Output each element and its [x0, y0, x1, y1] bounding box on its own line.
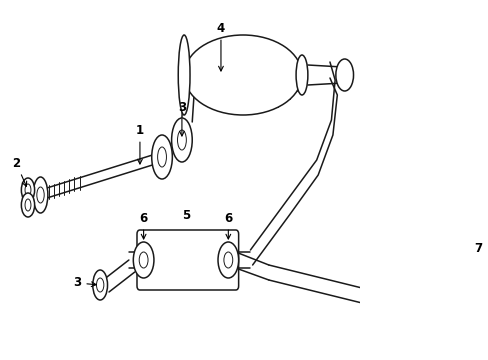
Text: 8: 8 — [0, 359, 1, 360]
FancyBboxPatch shape — [137, 230, 238, 290]
Ellipse shape — [370, 344, 377, 356]
Text: 1: 1 — [136, 123, 143, 164]
Ellipse shape — [25, 184, 31, 196]
Ellipse shape — [335, 59, 353, 91]
Ellipse shape — [177, 130, 186, 150]
Ellipse shape — [394, 327, 403, 343]
Ellipse shape — [390, 284, 411, 320]
Text: 5: 5 — [182, 208, 190, 221]
Ellipse shape — [21, 193, 35, 217]
Ellipse shape — [404, 256, 488, 360]
Text: 2: 2 — [0, 359, 1, 360]
Ellipse shape — [96, 278, 103, 292]
Text: 7: 7 — [474, 242, 482, 255]
Text: 4: 4 — [216, 22, 224, 71]
Ellipse shape — [184, 35, 302, 115]
Text: 6: 6 — [139, 212, 147, 239]
Ellipse shape — [178, 35, 190, 115]
Ellipse shape — [396, 294, 405, 310]
Ellipse shape — [388, 317, 408, 353]
Ellipse shape — [151, 135, 172, 179]
Ellipse shape — [157, 147, 166, 167]
Ellipse shape — [93, 270, 107, 300]
Ellipse shape — [139, 252, 148, 268]
Ellipse shape — [133, 242, 154, 278]
Ellipse shape — [218, 242, 238, 278]
Text: 6: 6 — [224, 212, 232, 239]
Text: 8: 8 — [0, 359, 1, 360]
Text: 3: 3 — [73, 276, 96, 289]
Text: 2: 2 — [12, 157, 27, 186]
Ellipse shape — [37, 187, 44, 203]
Ellipse shape — [25, 199, 31, 211]
Ellipse shape — [171, 118, 192, 162]
Ellipse shape — [295, 55, 307, 95]
Ellipse shape — [366, 336, 381, 360]
Ellipse shape — [33, 177, 48, 213]
Text: 3: 3 — [178, 100, 185, 136]
Ellipse shape — [224, 252, 232, 268]
Text: 8: 8 — [0, 359, 1, 360]
Ellipse shape — [21, 178, 35, 202]
